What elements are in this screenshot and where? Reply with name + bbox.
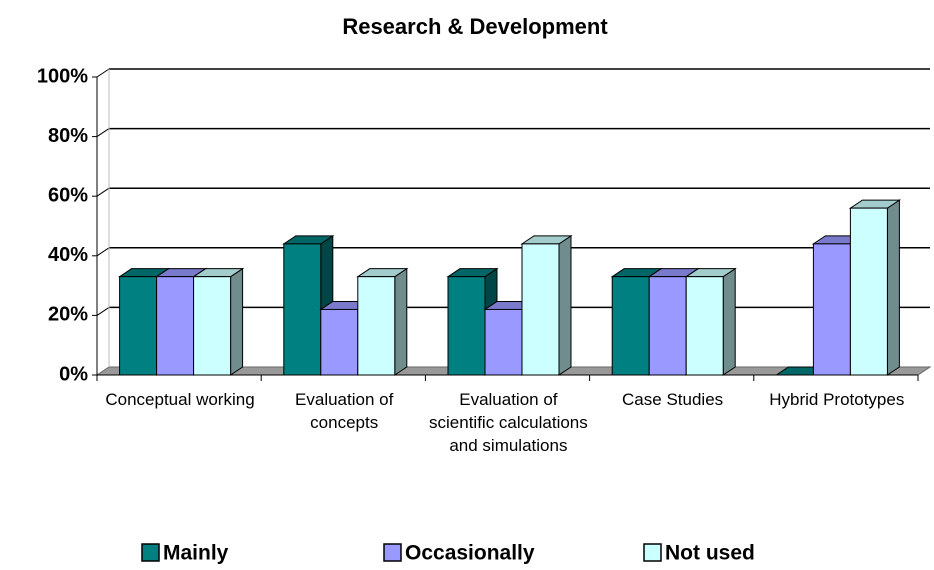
- y-tick-label: 80%: [48, 125, 88, 147]
- bar-front: [156, 276, 195, 376]
- bar-front: [193, 276, 232, 376]
- bar: [520, 234, 573, 376]
- x-tick-label: Case Studies: [622, 390, 724, 409]
- bar: [684, 267, 737, 376]
- bar-front: [812, 243, 851, 376]
- y-tick-label: 60%: [48, 184, 88, 206]
- bar-front: [357, 276, 396, 376]
- legend-swatch: [141, 543, 160, 562]
- grid-line-side: [96, 128, 110, 138]
- legend-label: Mainly: [163, 542, 229, 565]
- grid-line-side: [96, 187, 110, 197]
- legend-swatch: [383, 543, 402, 562]
- legend-swatch: [643, 543, 662, 562]
- chart-title: Research & Development: [342, 14, 608, 39]
- bar-side: [886, 199, 900, 376]
- bar-side: [394, 267, 408, 376]
- y-tick-label: 20%: [48, 304, 88, 326]
- bar-side: [558, 234, 572, 376]
- legend-label: Occasionally: [405, 542, 535, 565]
- x-tick-label: Conceptual working: [105, 390, 255, 409]
- bar-front: [521, 243, 560, 376]
- grid-line-side: [96, 68, 110, 78]
- grid-line-side: [96, 306, 110, 316]
- x-tick-label: Evaluation of scientific calculations an…: [429, 390, 588, 455]
- bar-front: [320, 308, 359, 376]
- bar-front: [283, 243, 322, 376]
- x-tick-label: Hybrid Prototypes: [769, 390, 905, 409]
- bar-front: [648, 276, 687, 376]
- y-tick-label: 100%: [37, 65, 88, 87]
- bar-front: [119, 276, 158, 376]
- bar: [356, 267, 409, 376]
- bar: [191, 267, 245, 376]
- bar: [848, 199, 902, 376]
- grid-line-side: [96, 247, 110, 257]
- bar-side: [722, 267, 736, 376]
- bar-front: [484, 308, 523, 376]
- legend-label: Not used: [665, 542, 755, 565]
- bar-side: [230, 267, 244, 376]
- bar-front: [685, 276, 724, 376]
- bar-front: [447, 276, 486, 376]
- x-tick-label: Evaluation of concepts: [295, 390, 394, 432]
- bar-front: [849, 207, 888, 376]
- y-tick-label: 0%: [59, 363, 88, 385]
- bar-front: [611, 276, 650, 376]
- y-tick-label: 40%: [48, 244, 88, 266]
